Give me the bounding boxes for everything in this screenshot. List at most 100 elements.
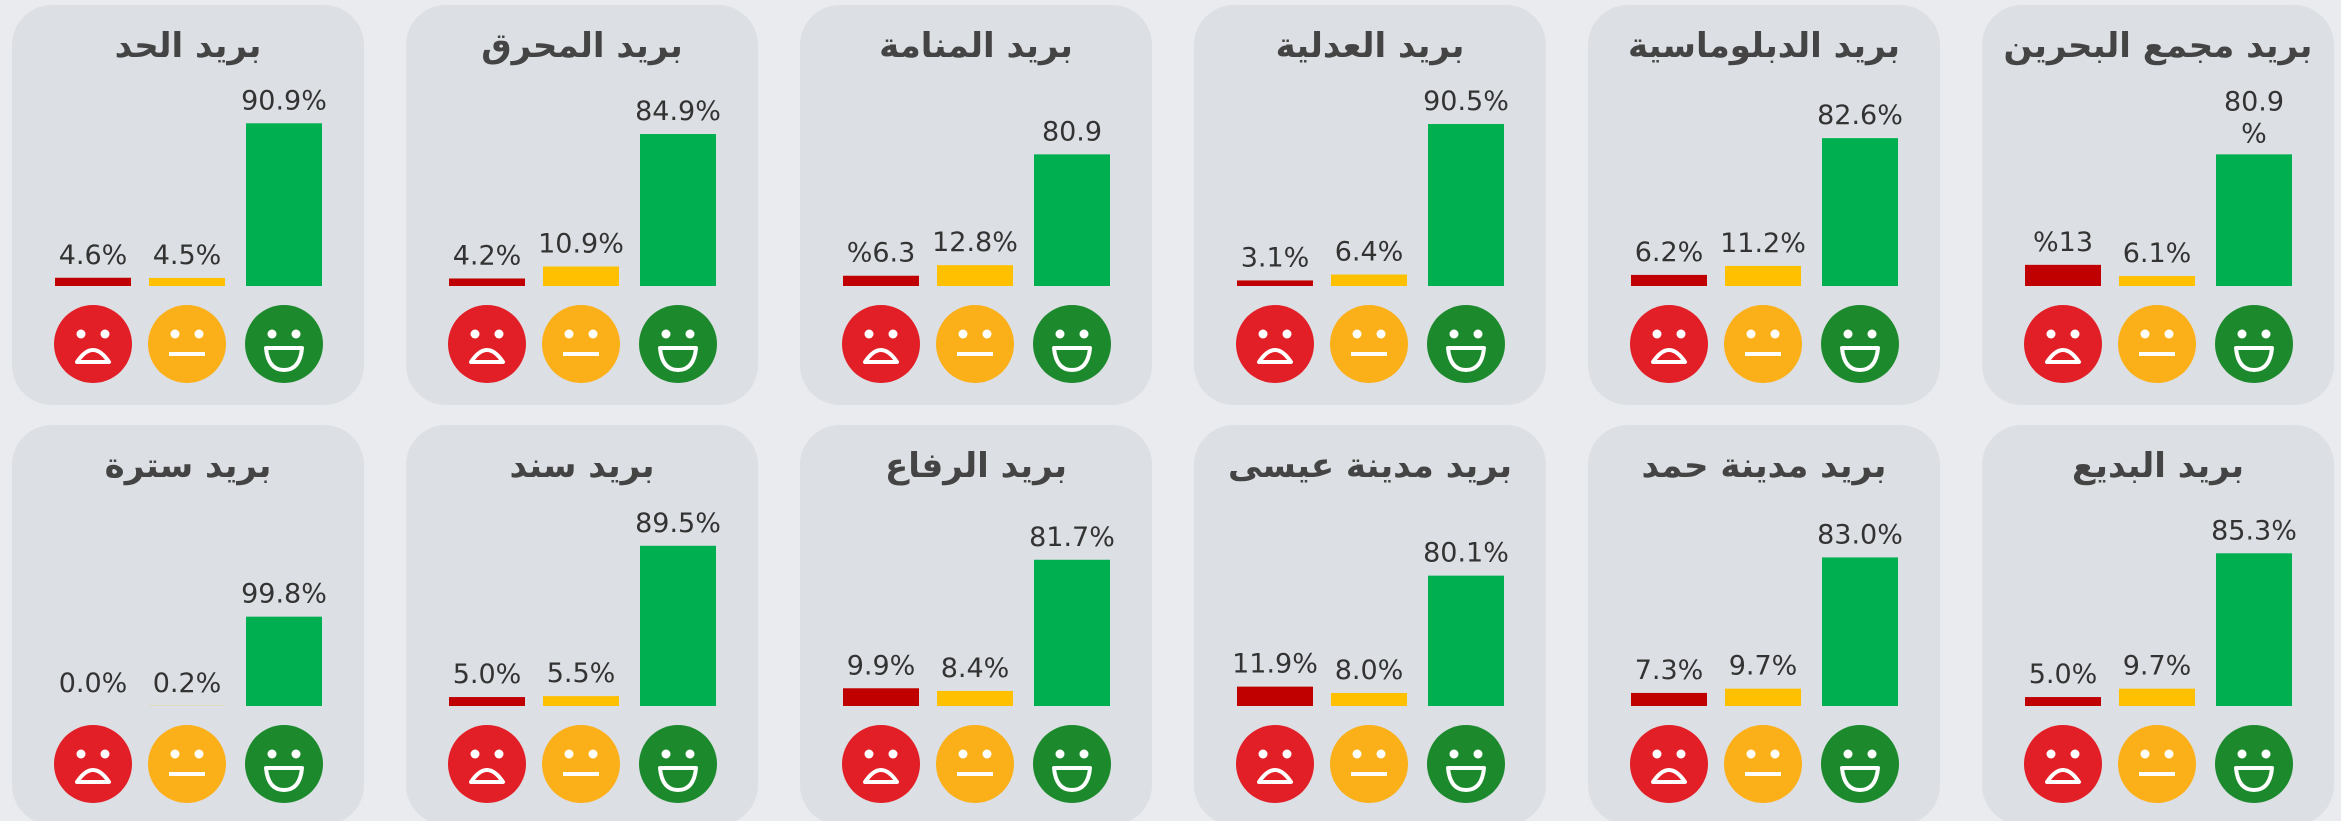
eye	[494, 749, 504, 759]
face	[245, 725, 323, 803]
chart-title: بريد الحد	[115, 26, 262, 66]
bar	[543, 266, 619, 286]
eye	[958, 749, 968, 759]
bar	[937, 265, 1013, 286]
eye	[1746, 329, 1756, 339]
card	[800, 425, 1152, 821]
eye	[588, 749, 598, 759]
value-label: 85.3%	[2211, 515, 2297, 546]
mouth	[863, 348, 899, 364]
mouth	[1840, 346, 1880, 372]
bar	[1034, 154, 1110, 286]
card	[12, 5, 364, 405]
eye	[1652, 329, 1662, 339]
value-label: 5.0%	[2029, 659, 2098, 690]
eye	[1352, 749, 1362, 759]
face	[1724, 305, 1802, 383]
eye	[170, 749, 180, 759]
eye	[2046, 749, 2056, 759]
eye	[470, 749, 480, 759]
eye	[982, 749, 992, 759]
mouth	[1052, 346, 1092, 372]
eye	[1079, 329, 1089, 339]
face	[54, 725, 132, 803]
eye	[1676, 749, 1686, 759]
mouth	[1446, 346, 1486, 372]
chart-title: بريد سترة	[105, 446, 272, 486]
face	[842, 725, 920, 803]
face	[54, 305, 132, 383]
eye	[76, 749, 86, 759]
bar	[1331, 692, 1407, 706]
eye	[1449, 749, 1459, 759]
value-label: 11.2%	[1720, 228, 1806, 259]
bar	[1237, 280, 1313, 286]
eye	[1376, 329, 1386, 339]
bar	[843, 275, 919, 286]
eye	[685, 749, 695, 759]
bar	[1237, 686, 1313, 706]
chart-title: بريد المنامة	[879, 26, 1073, 66]
card	[406, 425, 758, 821]
bar	[1725, 265, 1801, 286]
bar	[1331, 274, 1407, 286]
bar	[1034, 559, 1110, 706]
bar	[640, 134, 716, 286]
value-label: 89.5%	[635, 508, 721, 539]
bar	[2216, 154, 2292, 286]
eye	[1079, 749, 1089, 759]
bar	[2119, 688, 2195, 706]
eye	[1352, 329, 1362, 339]
face	[148, 725, 226, 803]
value-label: 4.5%	[153, 240, 222, 271]
eye	[564, 749, 574, 759]
face	[639, 305, 717, 383]
face	[1033, 305, 1111, 383]
eye	[864, 749, 874, 759]
bar	[246, 616, 322, 706]
face	[448, 725, 526, 803]
bar	[543, 696, 619, 706]
bar	[449, 278, 525, 286]
mouth	[2045, 768, 2081, 784]
eye	[291, 329, 301, 339]
face	[1724, 725, 1802, 803]
mouth	[469, 768, 505, 784]
eye	[1055, 329, 1065, 339]
eye	[864, 329, 874, 339]
face	[1236, 725, 1314, 803]
mouth	[1651, 348, 1687, 364]
value-label: 7.3%	[1635, 655, 1704, 686]
eye	[2140, 329, 2150, 339]
eye	[2237, 749, 2247, 759]
value-label: 4.6%	[59, 240, 128, 271]
face	[1033, 725, 1111, 803]
mouth	[2234, 766, 2274, 792]
eye	[1258, 329, 1268, 339]
value-label: 82.6%	[1817, 100, 1903, 131]
mouth	[863, 768, 899, 784]
chart-title: بريد المحرق	[481, 26, 682, 66]
chart-title: بريد البديع	[2072, 446, 2244, 486]
card	[800, 5, 1152, 405]
face	[1427, 725, 1505, 803]
bar	[2216, 553, 2292, 706]
value-label: 81.7%	[1029, 522, 1115, 553]
face	[1630, 725, 1708, 803]
eye	[1746, 749, 1756, 759]
face	[1236, 305, 1314, 383]
bar	[1822, 557, 1898, 706]
face	[936, 725, 1014, 803]
eye	[661, 749, 671, 759]
chart-title: بريد مجمع البحرين	[2004, 26, 2313, 66]
eye	[2164, 329, 2174, 339]
face	[542, 725, 620, 803]
eye	[100, 749, 110, 759]
card	[1982, 425, 2334, 821]
card	[1588, 5, 1940, 405]
value-label: 84.9%	[635, 96, 721, 127]
mouth	[264, 346, 304, 372]
value-label: 12.8%	[932, 227, 1018, 258]
value-label: 90.5%	[1423, 86, 1509, 117]
eye	[1376, 749, 1386, 759]
